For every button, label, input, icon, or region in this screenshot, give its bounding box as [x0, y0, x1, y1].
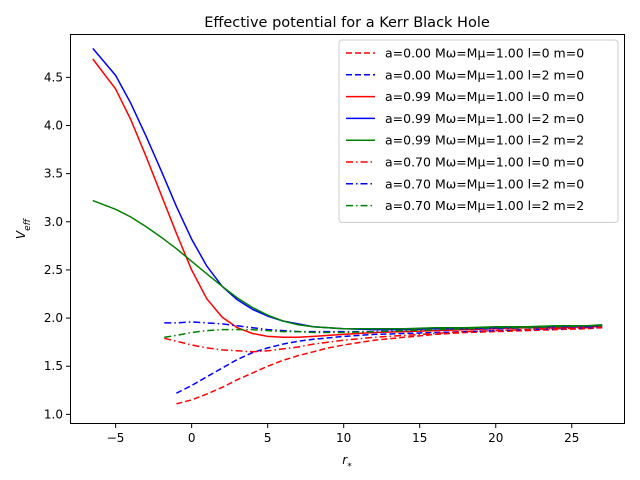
legend-label: a=0.00 Mω=Mμ=1.00 l=2 m=0 — [385, 67, 584, 82]
series-line-8 — [164, 325, 603, 339]
x-axis: −5 0 5 10 15 20 25 — [107, 424, 579, 445]
x-tick-label: 25 — [564, 431, 579, 445]
x-tick-label: 20 — [488, 431, 503, 445]
y-tick-label: 3.0 — [44, 215, 63, 229]
series-line-6 — [164, 326, 603, 353]
legend-label: a=0.00 Mω=Mμ=1.00 l=0 m=0 — [385, 46, 584, 61]
y-tick-label: 1.0 — [44, 407, 63, 421]
x-tick-label: 0 — [188, 431, 196, 445]
x-tick-label: 15 — [412, 431, 427, 445]
series-line-2 — [176, 326, 603, 394]
series-line-3 — [92, 58, 603, 339]
chart-title: Effective potential for a Kerr Black Hol… — [204, 15, 490, 31]
x-tick-label: −5 — [107, 431, 125, 445]
y-axis-label: Veff — [14, 217, 33, 239]
x-tick-label: 10 — [336, 431, 351, 445]
y-tick-label: 4.5 — [44, 70, 63, 84]
legend: a=0.00 Mω=Mμ=1.00 l=0 m=0 a=0.00 Mω=Mμ=1.… — [338, 39, 619, 223]
legend-label: a=0.99 Mω=Mμ=1.00 l=0 m=0 — [385, 89, 584, 104]
y-tick-label: 2.0 — [44, 311, 63, 325]
y-tick-label: 3.5 — [44, 167, 63, 181]
y-tick-label: 4.0 — [44, 118, 63, 132]
legend-label: a=0.99 Mω=Mμ=1.00 l=2 m=0 — [385, 111, 584, 126]
plot-area — [92, 47, 603, 405]
legend-frame — [338, 39, 619, 223]
x-axis-label: r* — [342, 453, 352, 472]
series-line-5 — [92, 199, 603, 330]
series-line-1 — [176, 326, 603, 405]
y-tick-label: 1.5 — [44, 359, 63, 373]
legend-label: a=0.70 Mω=Mμ=1.00 l=2 m=0 — [385, 176, 584, 191]
plot-frame — [70, 34, 625, 424]
legend-label: a=0.70 Mω=Mμ=1.00 l=0 m=0 — [385, 155, 584, 170]
x-tick-label: 5 — [264, 431, 272, 445]
legend-label: a=0.99 Mω=Mμ=1.00 l=2 m=2 — [385, 133, 584, 148]
y-tick-label: 2.5 — [44, 263, 63, 277]
y-axis: 1.0 1.5 2.0 2.5 3.0 3.5 4.0 4.5 — [44, 70, 70, 421]
legend-label: a=0.70 Mω=Mμ=1.00 l=2 m=2 — [385, 198, 584, 213]
